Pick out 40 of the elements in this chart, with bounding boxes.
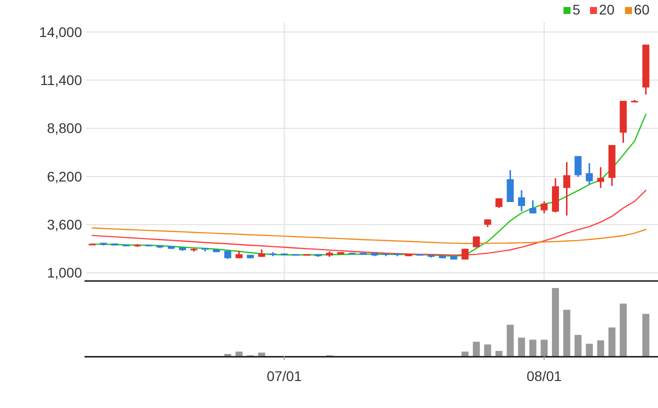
y-tick-label: 3,600: [46, 216, 82, 233]
legend-label: 20: [599, 2, 615, 18]
bar: [518, 338, 526, 356]
x-tick-label: 07/01: [266, 368, 302, 384]
line-series: [92, 114, 646, 257]
y-tick-label: 11,400: [40, 72, 82, 88]
y-tick-label: 8,800: [46, 120, 82, 136]
candlestick: [597, 166, 604, 189]
bar: [552, 288, 559, 356]
bar: [258, 352, 266, 356]
candlestick: [518, 190, 526, 212]
y-tick-label: 6,200: [46, 168, 82, 184]
bar: [472, 342, 480, 356]
bar: [529, 340, 536, 356]
bar: [495, 350, 502, 356]
candlestick: [506, 169, 514, 203]
bar: [597, 340, 604, 356]
y-tick-label: 14,000: [39, 24, 82, 40]
candlestick: [540, 200, 548, 214]
bar: [236, 352, 243, 356]
bar: [563, 310, 570, 356]
bar: [608, 327, 616, 356]
bar: [586, 344, 593, 356]
bar: [620, 304, 627, 356]
candlestick: [586, 162, 593, 186]
candlestick: [529, 200, 536, 214]
line-series: [92, 227, 646, 244]
candlestick: [574, 155, 582, 178]
bar: [462, 352, 469, 356]
bar: [506, 324, 514, 356]
bar: [484, 344, 492, 356]
candlestick: [563, 161, 570, 216]
line-series: [92, 190, 646, 256]
bar: [574, 334, 582, 356]
legend-label: 5: [572, 2, 580, 18]
x-tick-label: 08/01: [526, 368, 562, 384]
legend-label: 60: [634, 2, 650, 18]
y-tick-label: 1,000: [46, 264, 82, 281]
bar: [642, 314, 650, 356]
bar: [540, 340, 548, 356]
